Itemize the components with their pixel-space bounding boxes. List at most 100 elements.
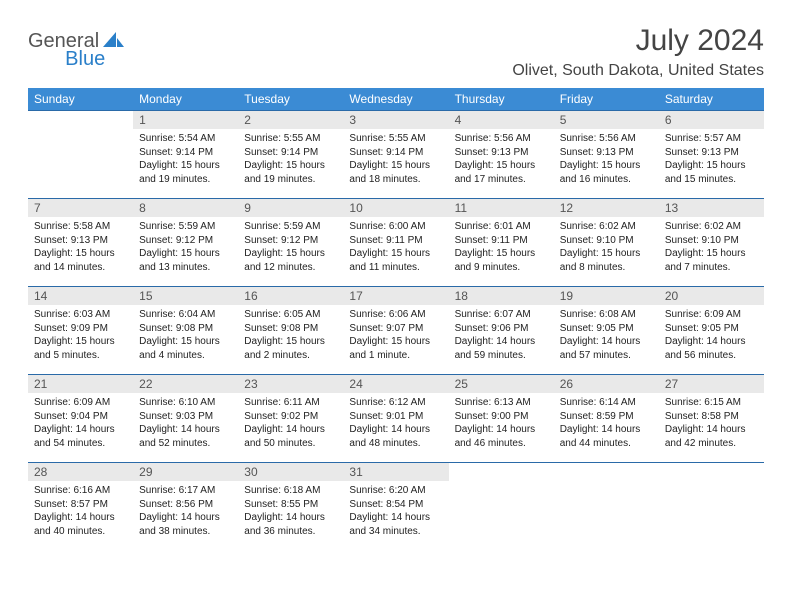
day-header: Sunday [28, 88, 133, 111]
day-number: 25 [449, 375, 554, 393]
daylight-text-1: Daylight: 14 hours [244, 423, 337, 437]
calendar-week: 14Sunrise: 6:03 AMSunset: 9:09 PMDayligh… [28, 287, 764, 375]
day-details: Sunrise: 6:00 AMSunset: 9:11 PMDaylight:… [343, 217, 448, 278]
sunset-text: Sunset: 9:11 PM [455, 234, 548, 248]
sunset-text: Sunset: 8:59 PM [560, 410, 653, 424]
day-number: 16 [238, 287, 343, 305]
day-number: 27 [659, 375, 764, 393]
day-details: Sunrise: 5:59 AMSunset: 9:12 PMDaylight:… [238, 217, 343, 278]
daylight-text-1: Daylight: 15 hours [455, 247, 548, 261]
daylight-text-1: Daylight: 15 hours [560, 159, 653, 173]
calendar-empty [449, 463, 554, 551]
sunrise-text: Sunrise: 6:18 AM [244, 484, 337, 498]
sunrise-text: Sunrise: 5:55 AM [349, 132, 442, 146]
sunset-text: Sunset: 9:14 PM [244, 146, 337, 160]
day-details: Sunrise: 5:55 AMSunset: 9:14 PMDaylight:… [238, 129, 343, 190]
sunrise-text: Sunrise: 6:20 AM [349, 484, 442, 498]
daylight-text-2: and 15 minutes. [665, 173, 758, 187]
daylight-text-1: Daylight: 15 hours [139, 247, 232, 261]
calendar-day: 20Sunrise: 6:09 AMSunset: 9:05 PMDayligh… [659, 287, 764, 375]
sunrise-text: Sunrise: 6:04 AM [139, 308, 232, 322]
day-details: Sunrise: 6:12 AMSunset: 9:01 PMDaylight:… [343, 393, 448, 454]
daylight-text-1: Daylight: 14 hours [560, 423, 653, 437]
sunset-text: Sunset: 9:02 PM [244, 410, 337, 424]
day-number: 22 [133, 375, 238, 393]
day-details: Sunrise: 6:11 AMSunset: 9:02 PMDaylight:… [238, 393, 343, 454]
sunset-text: Sunset: 9:12 PM [244, 234, 337, 248]
day-header: Tuesday [238, 88, 343, 111]
sunrise-text: Sunrise: 5:59 AM [244, 220, 337, 234]
calendar-body: 1Sunrise: 5:54 AMSunset: 9:14 PMDaylight… [28, 111, 764, 551]
day-number: 14 [28, 287, 133, 305]
daylight-text-2: and 36 minutes. [244, 525, 337, 539]
sunset-text: Sunset: 9:01 PM [349, 410, 442, 424]
day-number: 9 [238, 199, 343, 217]
sunset-text: Sunset: 8:58 PM [665, 410, 758, 424]
sunrise-text: Sunrise: 6:08 AM [560, 308, 653, 322]
sunrise-text: Sunrise: 6:06 AM [349, 308, 442, 322]
calendar-table: SundayMondayTuesdayWednesdayThursdayFrid… [28, 88, 764, 551]
sunset-text: Sunset: 9:05 PM [560, 322, 653, 336]
daylight-text-1: Daylight: 14 hours [139, 511, 232, 525]
day-header: Thursday [449, 88, 554, 111]
day-details: Sunrise: 6:16 AMSunset: 8:57 PMDaylight:… [28, 481, 133, 542]
day-details: Sunrise: 6:02 AMSunset: 9:10 PMDaylight:… [659, 217, 764, 278]
daylight-text-1: Daylight: 15 hours [665, 159, 758, 173]
daylight-text-2: and 19 minutes. [139, 173, 232, 187]
day-number: 8 [133, 199, 238, 217]
sunrise-text: Sunrise: 5:58 AM [34, 220, 127, 234]
sunrise-text: Sunrise: 6:07 AM [455, 308, 548, 322]
title-block: July 2024 Olivet, South Dakota, United S… [512, 24, 764, 80]
page-title: July 2024 [512, 24, 764, 58]
calendar-day: 10Sunrise: 6:00 AMSunset: 9:11 PMDayligh… [343, 199, 448, 287]
sunset-text: Sunset: 9:07 PM [349, 322, 442, 336]
daylight-text-2: and 12 minutes. [244, 261, 337, 275]
sunrise-text: Sunrise: 6:00 AM [349, 220, 442, 234]
calendar-week: 28Sunrise: 6:16 AMSunset: 8:57 PMDayligh… [28, 463, 764, 551]
daylight-text-1: Daylight: 15 hours [560, 247, 653, 261]
day-details: Sunrise: 6:20 AMSunset: 8:54 PMDaylight:… [343, 481, 448, 542]
daylight-text-1: Daylight: 14 hours [139, 423, 232, 437]
daylight-text-1: Daylight: 14 hours [34, 511, 127, 525]
day-number: 19 [554, 287, 659, 305]
day-number: 24 [343, 375, 448, 393]
day-number: 26 [554, 375, 659, 393]
daylight-text-1: Daylight: 15 hours [139, 335, 232, 349]
daylight-text-2: and 50 minutes. [244, 437, 337, 451]
calendar-day: 28Sunrise: 6:16 AMSunset: 8:57 PMDayligh… [28, 463, 133, 551]
logo-sail-icon [103, 30, 125, 53]
day-details: Sunrise: 5:55 AMSunset: 9:14 PMDaylight:… [343, 129, 448, 190]
sunset-text: Sunset: 9:13 PM [34, 234, 127, 248]
sunset-text: Sunset: 8:57 PM [34, 498, 127, 512]
day-number: 7 [28, 199, 133, 217]
sunset-text: Sunset: 9:11 PM [349, 234, 442, 248]
day-details: Sunrise: 5:54 AMSunset: 9:14 PMDaylight:… [133, 129, 238, 190]
day-details: Sunrise: 6:18 AMSunset: 8:55 PMDaylight:… [238, 481, 343, 542]
daylight-text-2: and 42 minutes. [665, 437, 758, 451]
calendar-day: 29Sunrise: 6:17 AMSunset: 8:56 PMDayligh… [133, 463, 238, 551]
day-number: 13 [659, 199, 764, 217]
daylight-text-2: and 5 minutes. [34, 349, 127, 363]
calendar-day: 31Sunrise: 6:20 AMSunset: 8:54 PMDayligh… [343, 463, 448, 551]
day-details: Sunrise: 6:09 AMSunset: 9:05 PMDaylight:… [659, 305, 764, 366]
daylight-text-1: Daylight: 15 hours [244, 247, 337, 261]
daylight-text-1: Daylight: 15 hours [34, 335, 127, 349]
sunset-text: Sunset: 9:10 PM [665, 234, 758, 248]
day-details: Sunrise: 6:07 AMSunset: 9:06 PMDaylight:… [449, 305, 554, 366]
sunrise-text: Sunrise: 5:56 AM [560, 132, 653, 146]
daylight-text-1: Daylight: 14 hours [665, 335, 758, 349]
logo: General Blue [28, 24, 167, 53]
day-details: Sunrise: 6:10 AMSunset: 9:03 PMDaylight:… [133, 393, 238, 454]
sunrise-text: Sunrise: 6:16 AM [34, 484, 127, 498]
sunrise-text: Sunrise: 6:10 AM [139, 396, 232, 410]
sunrise-text: Sunrise: 6:14 AM [560, 396, 653, 410]
sunrise-text: Sunrise: 6:12 AM [349, 396, 442, 410]
daylight-text-2: and 16 minutes. [560, 173, 653, 187]
sunrise-text: Sunrise: 5:55 AM [244, 132, 337, 146]
daylight-text-2: and 54 minutes. [34, 437, 127, 451]
daylight-text-1: Daylight: 15 hours [244, 159, 337, 173]
day-header: Friday [554, 88, 659, 111]
sunset-text: Sunset: 9:13 PM [665, 146, 758, 160]
calendar-empty [659, 463, 764, 551]
daylight-text-1: Daylight: 15 hours [139, 159, 232, 173]
